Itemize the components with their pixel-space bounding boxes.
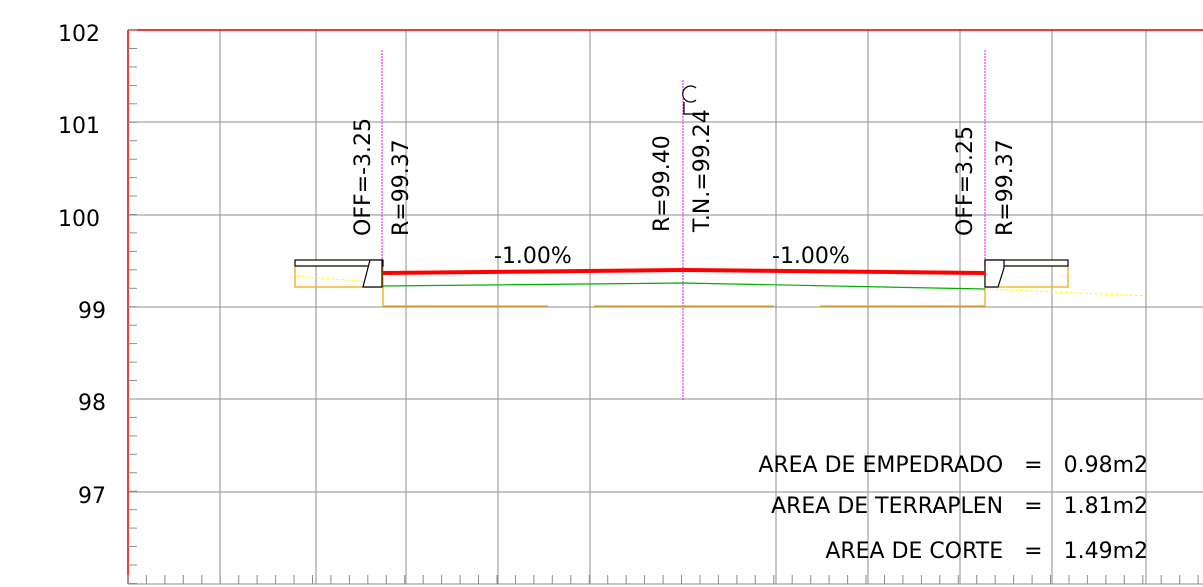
left-slope-label: -1.00% [494,244,572,269]
left-offset-label: OFF=-3.25 [351,118,376,236]
area-label: AREA DE CORTE [825,539,1003,564]
centerline-l [683,102,694,115]
terrain-line-right [984,288,1149,297]
area-row-corte: AREA DE CORTE = 1.49m2 [825,539,1148,564]
elevation-label-98: 98 [78,391,106,416]
centerline-c [682,85,697,103]
area-label: AREA DE TERRAPLEN [771,494,1003,519]
subgrade-line [382,282,986,290]
elevation-label-101: 101 [58,114,100,139]
elevation-label-100: 100 [58,207,100,232]
area-summary: AREA DE EMPEDRADO = 0.98m2 AREA DE TERRA… [758,453,1148,564]
elevation-labels: 102 101 100 99 98 97 [58,22,106,509]
pavement-surface [382,267,986,275]
right-offset-label: OFF=3.25 [953,126,978,236]
natural-ground-label: T.N.=99.24 [690,109,715,233]
right-curb [984,259,1005,288]
offset-guides [381,50,986,400]
area-row-terraplen: AREA DE TERRAPLEN = 1.81m2 [771,494,1148,519]
vertical-annotations: OFF=-3.25 R=99.37 R=99.40 T.N.=99.24 OFF… [351,109,1018,236]
area-equals: = [1024,494,1042,519]
area-label: AREA DE EMPEDRADO [758,453,1003,478]
x-axis-ticks [127,575,1199,584]
elevation-label-102: 102 [58,22,100,47]
area-row-empedrado: AREA DE EMPEDRADO = 0.98m2 [758,453,1148,478]
area-value: 1.49m2 [1064,539,1148,564]
right-elevation-label: R=99.37 [993,139,1018,236]
right-slope-label: -1.00% [772,244,850,269]
center-elevation-label: R=99.40 [650,135,675,232]
grid [128,30,1203,584]
centerline-symbol [682,85,697,115]
elevation-label-97: 97 [78,484,106,509]
left-sidewalk [294,259,384,267]
area-value: 1.81m2 [1064,494,1148,519]
area-equals: = [1024,453,1042,478]
curbs [294,259,1069,288]
left-curb [362,259,383,288]
area-value: 0.98m2 [1064,453,1148,478]
elevation-label-99: 99 [78,299,106,324]
y-axis-minor-ticks [128,29,137,584]
left-elevation-label: R=99.37 [389,139,414,236]
area-equals: = [1024,539,1042,564]
